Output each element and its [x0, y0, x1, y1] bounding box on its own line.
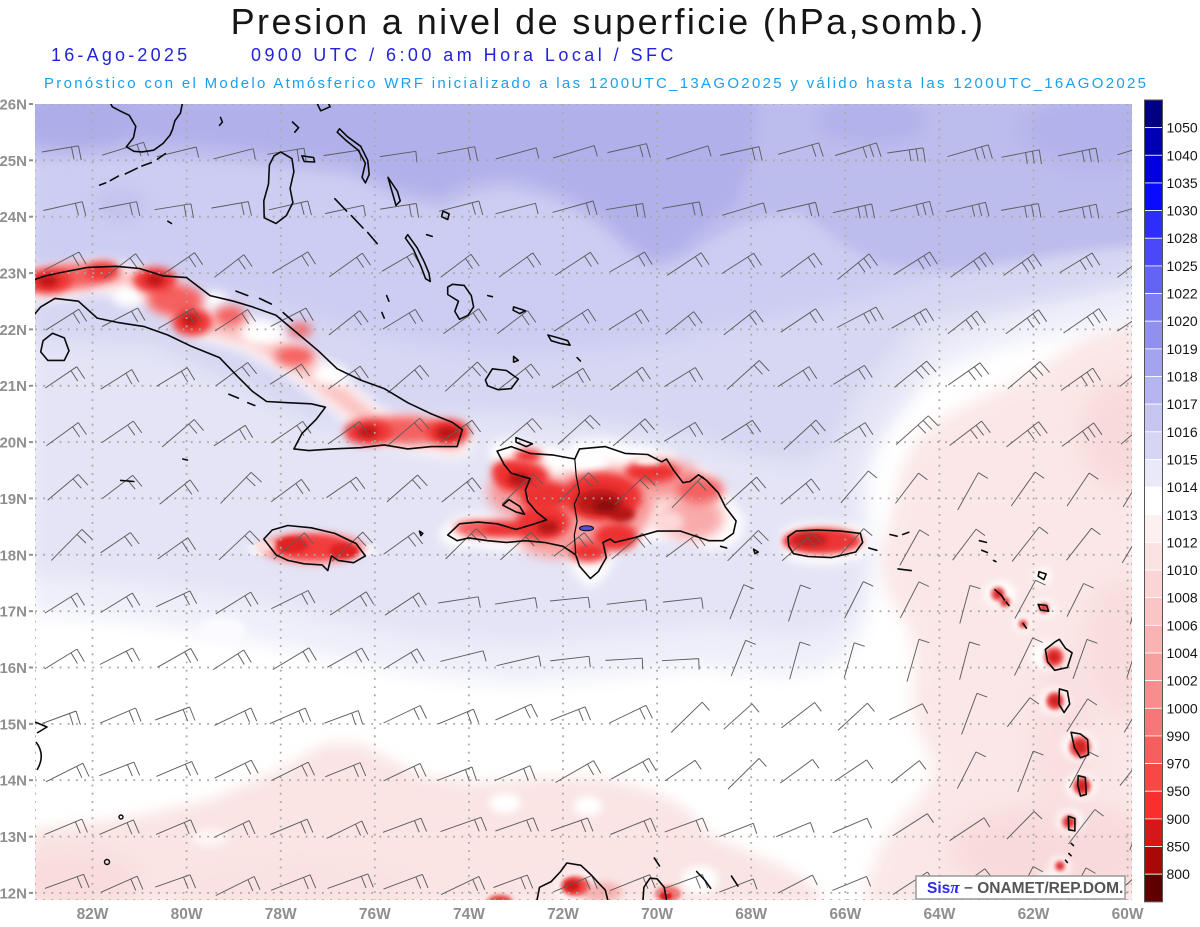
svg-text:82W: 82W: [77, 906, 109, 923]
svg-text:14N: 14N: [0, 773, 27, 790]
svg-text:18N: 18N: [0, 547, 27, 564]
svg-text:26N: 26N: [0, 97, 27, 114]
svg-text:23N: 23N: [0, 266, 27, 283]
svg-text:16N: 16N: [0, 660, 27, 677]
svg-text:1040: 1040: [1167, 147, 1198, 163]
svg-text:1008: 1008: [1167, 590, 1198, 606]
svg-text:1022: 1022: [1167, 286, 1198, 302]
svg-text:0900 UTC / 6:00 am Hora Local: 0900 UTC / 6:00 am Hora Local / SFC: [251, 45, 677, 65]
svg-text:62W: 62W: [1018, 906, 1050, 923]
svg-text:1012: 1012: [1167, 534, 1198, 550]
svg-text:21N: 21N: [0, 378, 27, 395]
svg-text:1025: 1025: [1167, 258, 1198, 274]
svg-text:850: 850: [1167, 839, 1191, 855]
svg-text:64W: 64W: [923, 906, 955, 923]
svg-text:12N: 12N: [0, 885, 27, 902]
svg-text:24N: 24N: [0, 209, 27, 226]
svg-text:66W: 66W: [829, 906, 861, 923]
svg-text:970: 970: [1167, 756, 1191, 772]
svg-text:1020: 1020: [1167, 313, 1198, 329]
svg-text:19N: 19N: [0, 491, 27, 508]
svg-text:990: 990: [1167, 728, 1191, 744]
svg-text:80W: 80W: [171, 906, 203, 923]
svg-text:68W: 68W: [735, 906, 767, 923]
svg-text:17N: 17N: [0, 604, 27, 621]
svg-text:16-Ago-2025: 16-Ago-2025: [51, 45, 190, 65]
svg-text:1013: 1013: [1167, 507, 1198, 523]
svg-text:13N: 13N: [0, 829, 27, 846]
svg-text:1000: 1000: [1167, 700, 1198, 716]
svg-text:1006: 1006: [1167, 617, 1198, 633]
svg-text:1028: 1028: [1167, 230, 1198, 246]
svg-text:72W: 72W: [547, 906, 579, 923]
svg-text:78W: 78W: [265, 906, 297, 923]
svg-text:Pronóstico con el Modelo Atmós: Pronóstico con el Modelo Atmósferico WRF…: [44, 75, 1148, 92]
svg-text:20N: 20N: [0, 435, 27, 452]
svg-text:1002: 1002: [1167, 673, 1198, 689]
svg-text:76W: 76W: [359, 906, 391, 923]
svg-text:15N: 15N: [0, 716, 27, 733]
svg-text:800: 800: [1167, 866, 1191, 882]
svg-text:1030: 1030: [1167, 203, 1198, 219]
svg-text:1017: 1017: [1167, 396, 1198, 412]
svg-text:1010: 1010: [1167, 562, 1198, 578]
svg-text:1018: 1018: [1167, 369, 1198, 385]
svg-text:Sisπ − ONAMET/REP.DOM.: Sisπ − ONAMET/REP.DOM.: [927, 878, 1123, 897]
svg-text:Presion a nivel de superficie: Presion a nivel de superficie (hPa,somb.…: [231, 1, 986, 42]
svg-text:1004: 1004: [1167, 645, 1198, 661]
svg-text:1014: 1014: [1167, 479, 1198, 495]
svg-text:1019: 1019: [1167, 341, 1198, 357]
svg-text:900: 900: [1167, 811, 1191, 827]
svg-text:950: 950: [1167, 783, 1191, 799]
svg-text:1050: 1050: [1167, 120, 1198, 136]
svg-text:25N: 25N: [0, 153, 27, 170]
svg-text:74W: 74W: [453, 906, 485, 923]
svg-text:22N: 22N: [0, 322, 27, 339]
svg-text:70W: 70W: [641, 906, 673, 923]
svg-text:60W: 60W: [1112, 906, 1144, 923]
svg-text:1016: 1016: [1167, 424, 1198, 440]
svg-text:1035: 1035: [1167, 175, 1198, 191]
svg-text:1015: 1015: [1167, 451, 1198, 467]
